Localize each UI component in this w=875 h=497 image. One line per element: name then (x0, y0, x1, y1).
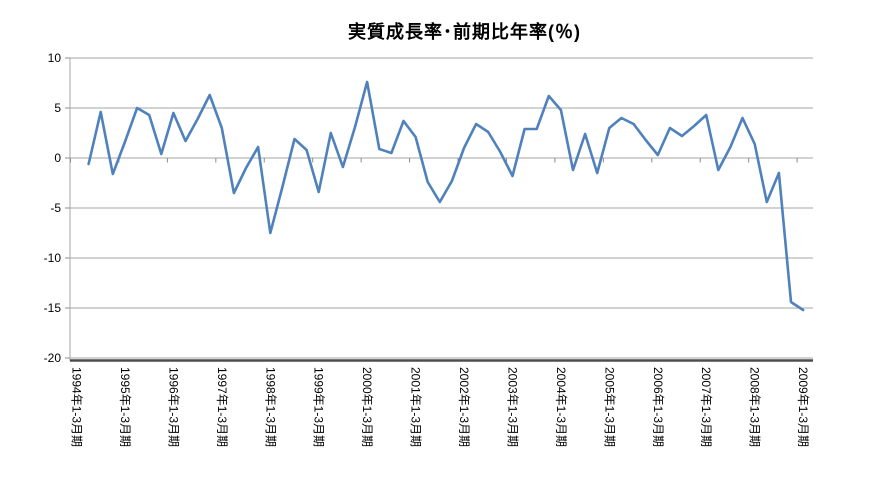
x-axis-tick-label: 1994年1-3月期 (70, 367, 84, 447)
y-axis-tick-label: -10 (44, 251, 62, 265)
x-axis-tick-label: 2000年1-3月期 (360, 367, 374, 447)
chart-title: 実質成長率･前期比年率(％) (348, 22, 581, 42)
x-axis-tick-label: 2006年1-3月期 (651, 367, 665, 447)
x-axis-tick-label: 2003年1-3月期 (505, 367, 519, 447)
y-axis-tick-label: -5 (50, 201, 61, 215)
x-axis-tick-label: 2005年1-3月期 (602, 367, 616, 447)
y-axis-tick-label: 0 (54, 151, 61, 165)
y-axis-tick-label: 5 (54, 101, 61, 115)
x-axis-tick-label: 2002年1-3月期 (457, 367, 471, 447)
y-axis-tick-label: -15 (44, 301, 62, 315)
x-axis-tick-label: 1997年1-3月期 (215, 367, 229, 447)
x-axis-tick-label: 2007年1-3月期 (699, 367, 713, 447)
data-series-line (87, 80, 805, 312)
x-axis-tick-label: 2009年1-3月期 (796, 367, 810, 447)
x-axis-tick-label: 1996年1-3月期 (166, 367, 180, 447)
x-axis-tick-label: 1998年1-3月期 (263, 367, 277, 447)
y-axis-tick-label: 10 (48, 51, 62, 65)
x-axis-tick-label: 2004年1-3月期 (554, 367, 568, 447)
x-axis-tick-label: 1999年1-3月期 (312, 367, 326, 447)
x-axis-tick-label: 2008年1-3月期 (748, 367, 762, 447)
y-axis-tick-label: -20 (44, 351, 62, 365)
x-axis-tick-label: 2001年1-3月期 (409, 367, 423, 447)
x-axis-tick-label: 1995年1-3月期 (118, 367, 132, 447)
